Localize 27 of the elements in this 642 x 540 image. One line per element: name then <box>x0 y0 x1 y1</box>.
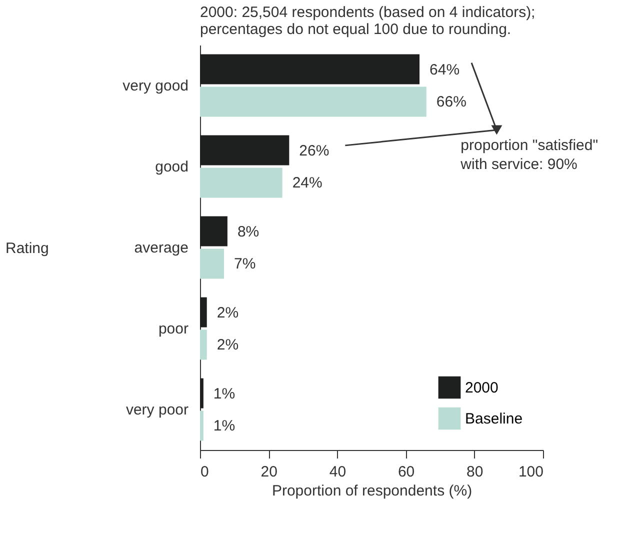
legend-label: Baseline <box>465 410 523 428</box>
x-tick-label: 100 <box>518 464 544 480</box>
y-tick-label: good <box>155 158 188 176</box>
legend-label: 2000 <box>465 380 498 396</box>
chart-title: 2000: 25,504 respondents (based on 4 indicators); percentages do not equal 100 due to rounding. <box>200 4 536 38</box>
data-label: 2% <box>216 336 239 354</box>
data-label: 8% <box>237 223 260 240</box>
y-tick-label: poor <box>158 320 188 338</box>
data-label: 66% <box>436 94 466 111</box>
data-label: 24% <box>292 174 322 192</box>
y-tick-label: very good <box>122 78 188 94</box>
x-tick-label: 0 <box>200 464 209 480</box>
annotation: proportion "satisfied" with service: 90% <box>460 137 598 174</box>
x-tick-label: 80 <box>466 464 484 480</box>
data-label: 2% <box>216 304 239 322</box>
data-label: 26% <box>299 142 330 160</box>
x-tick-label: 40 <box>329 464 346 480</box>
x-tick-label: 60 <box>398 464 415 480</box>
data-label: 1% <box>213 385 236 402</box>
x-tick-label: 20 <box>260 464 278 480</box>
data-label: 7% <box>234 256 256 273</box>
x-axis-title: Proportion of respondents (%) <box>272 482 472 500</box>
y-tick-label: very poor <box>126 402 188 418</box>
data-label: 1% <box>213 418 236 435</box>
y-tick-label: average <box>134 240 188 256</box>
y-axis-title: Rating <box>6 240 49 257</box>
data-label: 64% <box>430 61 460 78</box>
